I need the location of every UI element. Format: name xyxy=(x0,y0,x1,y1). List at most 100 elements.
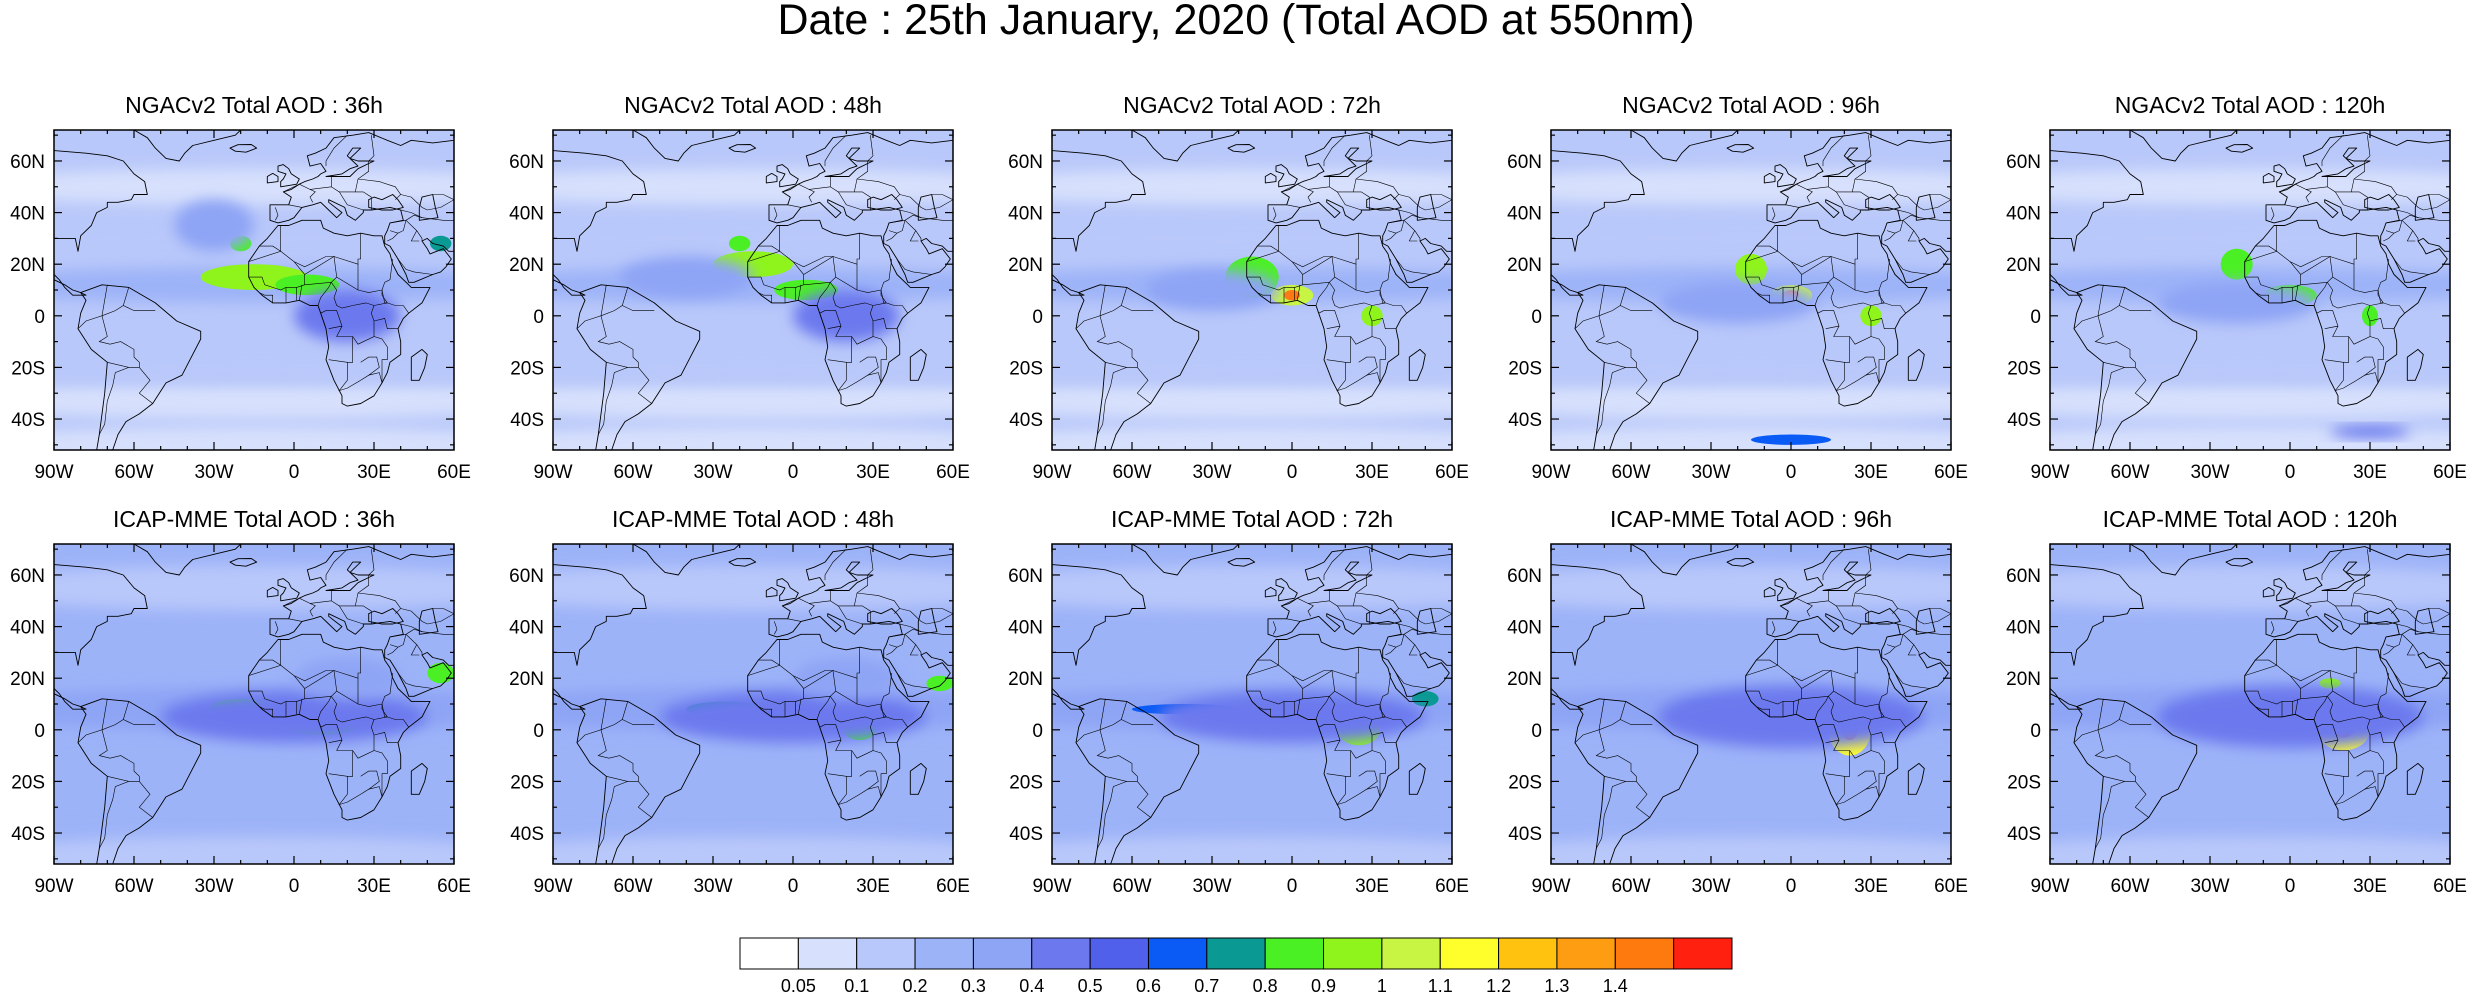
country-border xyxy=(2097,305,2120,317)
colorbar-label: 0.5 xyxy=(1077,976,1103,996)
country-border xyxy=(888,220,906,234)
baltic-coastline xyxy=(325,147,375,177)
iceland-coastline xyxy=(1227,144,1256,153)
aod-map: 90W 60W 30W 0 30E 60E 40S 20S 0 20N 40N 60N xyxy=(1008,543,1469,897)
colorbar-swatch xyxy=(1264,937,1325,970)
country-border xyxy=(2406,644,2416,656)
country-border xyxy=(421,217,454,221)
y-tick-label: 20N xyxy=(509,669,544,690)
country-border xyxy=(1833,305,1872,345)
country-border xyxy=(1878,290,1885,304)
y-tick-label: 40S xyxy=(1009,410,1043,431)
country-border xyxy=(357,258,393,293)
y-tick-label: 40N xyxy=(10,618,45,639)
country-border xyxy=(299,284,303,301)
country-border xyxy=(122,701,156,725)
country-border xyxy=(389,214,423,224)
y-tick-label: 20S xyxy=(11,772,45,793)
iceland-coastline xyxy=(728,144,757,153)
x-tick-label: 90W xyxy=(1032,876,1071,897)
country-border xyxy=(1336,776,1381,806)
y-tick-label: 0 xyxy=(533,307,544,328)
y-tick-label: 20N xyxy=(1507,255,1542,276)
country-border xyxy=(1833,719,1872,759)
aod-map: 90W 60W 30W 0 30E 60E 40S 20S 0 20N 40N 60N xyxy=(509,129,970,483)
map-panel-icap-mme-36h: ICAP-MME Total AOD : 36h 90W 60W 30W 0 30E 60E… xyxy=(10,504,471,897)
y-tick-label: 40N xyxy=(509,204,544,225)
country-border xyxy=(2396,194,2424,211)
country-border xyxy=(803,670,837,697)
aod-band xyxy=(553,220,953,257)
country-border xyxy=(1251,701,1271,717)
country-border xyxy=(1334,719,1373,759)
central-america-coastline xyxy=(54,274,87,296)
country-border xyxy=(410,644,420,656)
country-border xyxy=(896,672,932,689)
y-tick-label: 20S xyxy=(11,358,45,379)
country-border xyxy=(1286,618,1301,622)
central-america-coastline xyxy=(1551,688,1584,710)
north-america-coastline xyxy=(54,564,148,666)
country-border xyxy=(1897,194,1925,211)
x-tick-label: 60E xyxy=(1934,876,1968,897)
country-border xyxy=(1425,199,1452,211)
country-border xyxy=(600,719,623,731)
ireland-coastline xyxy=(266,586,279,598)
country-border xyxy=(854,135,874,192)
country-border xyxy=(339,191,364,211)
greenland-coastline xyxy=(632,130,741,162)
panel-title: ICAP-MME Total AOD : 96h xyxy=(1609,506,1893,532)
aod-band xyxy=(553,349,953,386)
country-border xyxy=(2324,750,2349,777)
y-tick-label: 60N xyxy=(10,152,45,173)
country-border xyxy=(856,178,901,200)
country-border xyxy=(2334,362,2379,392)
aod-plume xyxy=(1284,290,1300,301)
uk-coastline xyxy=(277,164,300,188)
country-border xyxy=(1595,315,1637,368)
colorbar-label: 0.3 xyxy=(960,976,986,996)
country-border xyxy=(317,696,332,720)
country-border xyxy=(2356,770,2376,790)
country-border xyxy=(888,621,922,632)
country-border xyxy=(2369,750,2384,797)
panel-title: ICAP-MME Total AOD : 120h xyxy=(2102,506,2398,532)
ticks xyxy=(552,130,954,450)
x-tick-label: 30E xyxy=(1355,462,1389,483)
ticks xyxy=(2049,130,2451,450)
country-border xyxy=(2271,621,2275,635)
country-border xyxy=(920,631,953,635)
country-border xyxy=(1852,549,1872,606)
country-border xyxy=(2321,548,2344,581)
aod-band xyxy=(1551,836,1951,864)
colorbar-swatch xyxy=(1614,937,1675,970)
country-border xyxy=(835,719,874,759)
country-border xyxy=(288,204,303,208)
country-border xyxy=(1918,217,1951,221)
country-border xyxy=(1099,305,1122,317)
north-america-coastline xyxy=(553,564,647,666)
country-border xyxy=(837,776,882,806)
aod-plume xyxy=(659,691,927,743)
country-border xyxy=(1814,282,1829,306)
ticks xyxy=(1550,544,1952,864)
country-border xyxy=(1902,220,1920,241)
aod-band xyxy=(553,759,953,804)
country-border xyxy=(1355,258,1391,293)
y-tick-label: 40S xyxy=(510,824,544,845)
colorbar-swatch xyxy=(972,937,1033,970)
country-border xyxy=(2377,704,2384,718)
aod-plume xyxy=(430,235,452,252)
country-border xyxy=(2377,703,2384,718)
country-border xyxy=(2393,258,2429,275)
country-border xyxy=(1836,191,1861,211)
ireland-coastline xyxy=(765,172,778,184)
country-border xyxy=(1598,305,1621,317)
x-tick-label: 60E xyxy=(2433,462,2467,483)
x-tick-label: 60W xyxy=(1611,876,1650,897)
country-border xyxy=(1355,178,1400,200)
country-border xyxy=(2095,781,2125,849)
country-border xyxy=(1398,608,1426,625)
country-border xyxy=(1886,634,1904,648)
country-border xyxy=(798,698,802,715)
